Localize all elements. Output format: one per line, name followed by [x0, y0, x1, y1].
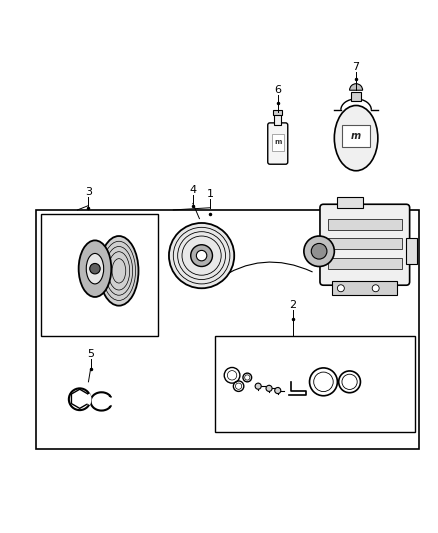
Bar	[328, 219, 402, 230]
Circle shape	[304, 236, 334, 266]
Circle shape	[90, 263, 100, 274]
Ellipse shape	[99, 236, 138, 305]
Text: m: m	[274, 139, 282, 144]
Wedge shape	[350, 84, 363, 90]
Bar	[406, 238, 417, 264]
Circle shape	[255, 383, 261, 389]
Circle shape	[196, 251, 207, 261]
Text: 2: 2	[290, 300, 297, 310]
Bar	[332, 281, 397, 295]
Ellipse shape	[334, 106, 378, 171]
Ellipse shape	[79, 240, 111, 297]
Ellipse shape	[86, 254, 104, 284]
Circle shape	[169, 223, 234, 288]
FancyBboxPatch shape	[268, 123, 288, 164]
Bar	[272, 134, 284, 151]
Bar	[351, 92, 361, 101]
Text: 7: 7	[353, 61, 360, 71]
Circle shape	[266, 385, 272, 391]
Text: 3: 3	[85, 187, 92, 197]
Bar	[215, 336, 415, 432]
Bar	[273, 110, 282, 115]
FancyBboxPatch shape	[320, 204, 410, 285]
Bar	[336, 197, 363, 208]
Text: m: m	[351, 131, 361, 141]
Bar	[328, 238, 402, 249]
Bar	[41, 214, 158, 336]
Bar	[36, 210, 419, 449]
Circle shape	[191, 245, 212, 266]
Text: 4: 4	[189, 185, 197, 195]
Text: 6: 6	[274, 85, 281, 94]
Circle shape	[372, 285, 379, 292]
Wedge shape	[80, 393, 92, 405]
Text: 5: 5	[87, 349, 94, 359]
Bar	[328, 258, 402, 269]
Circle shape	[275, 387, 281, 393]
Circle shape	[337, 285, 344, 292]
Circle shape	[311, 244, 327, 259]
Bar	[342, 125, 370, 147]
Text: 1: 1	[207, 189, 214, 199]
Bar	[274, 114, 281, 125]
